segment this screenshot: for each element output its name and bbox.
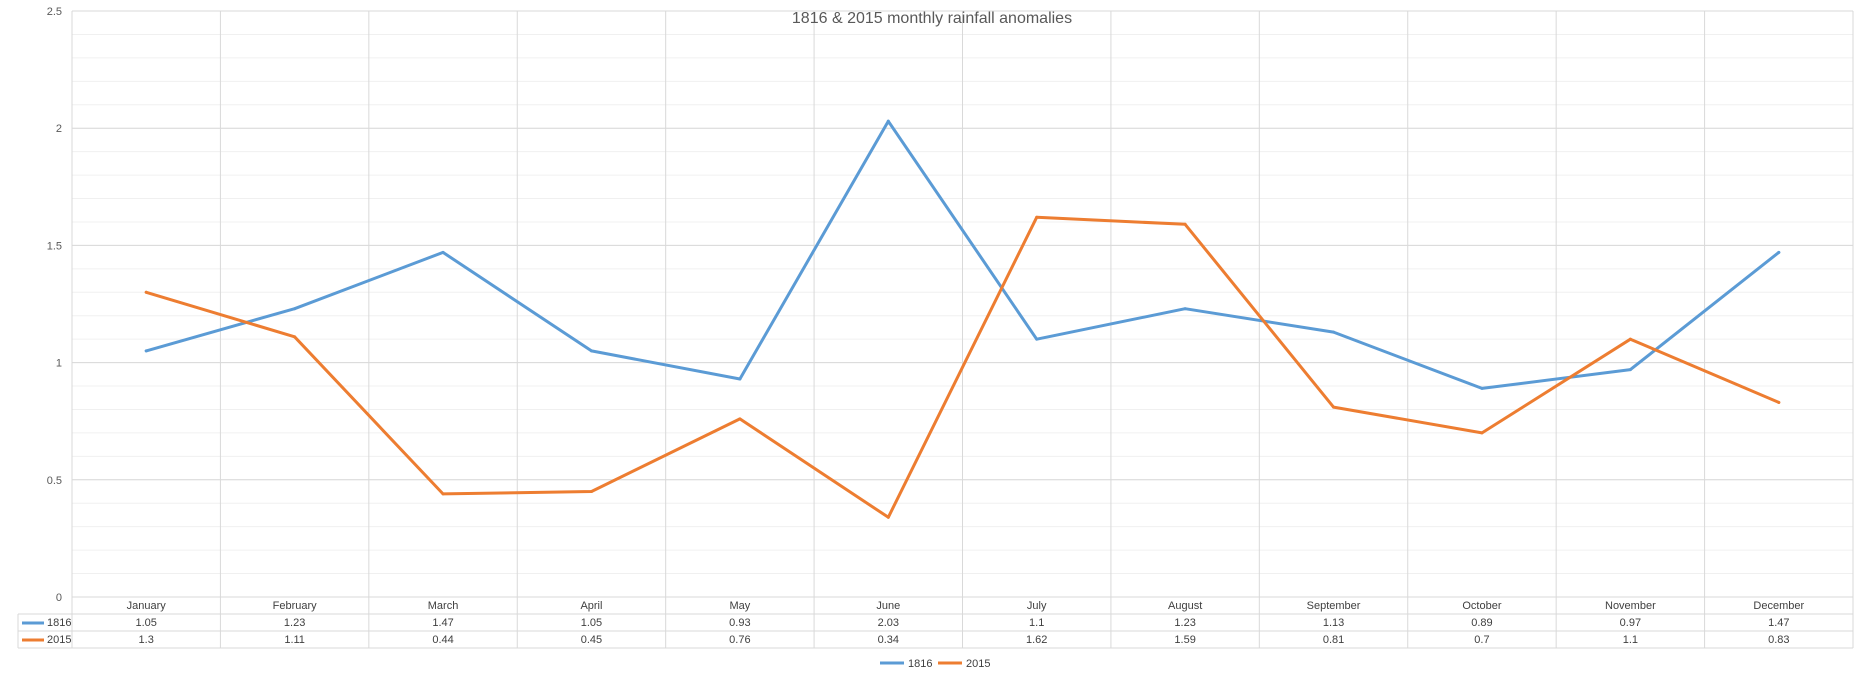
data-label: 0.76: [729, 634, 750, 646]
data-label: 1.47: [1768, 617, 1789, 629]
series-lines: [144, 119, 1781, 519]
data-point-2015: [886, 515, 890, 519]
data-label: 0.89: [1471, 617, 1492, 629]
data-point-1816: [1183, 307, 1187, 311]
data-point-1816: [589, 349, 593, 353]
data-point-2015: [1183, 222, 1187, 226]
data-point-1816: [1332, 330, 1336, 334]
data-point-2015: [293, 335, 297, 339]
data-label: 1.3: [139, 634, 154, 646]
data-label: 0.34: [878, 634, 899, 646]
x-tick-label: October: [1462, 600, 1501, 612]
data-point-2015: [441, 492, 445, 496]
data-point-2015: [1035, 215, 1039, 219]
data-point-2015: [738, 417, 742, 421]
data-point-1816: [1480, 386, 1484, 390]
x-tick-label: April: [580, 600, 602, 612]
data-label: 1.1: [1623, 634, 1638, 646]
x-tick-label: August: [1168, 600, 1202, 612]
data-label: 1.59: [1174, 634, 1195, 646]
data-point-1816: [293, 307, 297, 311]
series-line-1816: [144, 119, 1781, 390]
data-label: 1.23: [284, 617, 305, 629]
data-label: 2.03: [878, 617, 899, 629]
data-label: 1.11: [284, 634, 305, 646]
data-label: 1.05: [135, 617, 156, 629]
data-point-1816: [1777, 250, 1781, 254]
data-table: January February March April May June July Augu…: [17, 596, 1854, 649]
data-point-1816: [441, 250, 445, 254]
x-tick-label: May: [729, 600, 750, 612]
x-tick-label: September: [1307, 600, 1361, 612]
data-point-1816: [1035, 337, 1039, 341]
data-point-1816: [144, 349, 148, 353]
x-tick-label: June: [876, 600, 900, 612]
data-label: 0.44: [432, 634, 453, 646]
data-point-2015: [1628, 337, 1632, 341]
legend-label: 1816: [908, 658, 932, 670]
x-tick-label: July: [1027, 600, 1047, 612]
legend: 1816 2015: [880, 658, 990, 670]
data-label: 0.83: [1768, 634, 1789, 646]
data-label: 0.7: [1474, 634, 1489, 646]
y-tick-label: 1.5: [47, 240, 62, 252]
y-tick-label: 2.5: [47, 6, 62, 18]
data-point-1816: [1628, 368, 1632, 372]
data-point-1816: [886, 119, 890, 123]
table-series-name: 1816: [47, 617, 71, 629]
data-label: 1.13: [1323, 617, 1344, 629]
table-series-name: 2015: [47, 634, 71, 646]
data-label: 1.05: [581, 617, 602, 629]
data-point-1816: [738, 377, 742, 381]
data-point-2015: [1332, 405, 1336, 409]
data-label: 1.62: [1026, 634, 1047, 646]
y-tick-label: 2: [56, 123, 62, 135]
x-tick-label: March: [428, 600, 459, 612]
data-label: 0.45: [581, 634, 602, 646]
legend-label: 2015: [966, 658, 990, 670]
x-tick-label: February: [273, 600, 318, 612]
data-point-2015: [1480, 431, 1484, 435]
chart-title: 1816 & 2015 monthly rainfall anomalies: [792, 10, 1072, 27]
series-line-2015: [144, 215, 1781, 519]
x-tick-label: December: [1753, 600, 1804, 612]
data-label: 0.97: [1620, 617, 1641, 629]
y-tick-label: 0: [56, 592, 62, 604]
data-label: 1.1: [1029, 617, 1044, 629]
data-label: 1.47: [432, 617, 453, 629]
data-label: 1.23: [1174, 617, 1195, 629]
y-axis-ticks: 0 0.5 1 1.5 2 2.5: [47, 6, 62, 604]
data-label: 0.81: [1323, 634, 1344, 646]
data-point-2015: [589, 490, 593, 494]
data-point-2015: [144, 290, 148, 294]
data-label: 0.93: [729, 617, 750, 629]
y-tick-label: 0.5: [47, 475, 62, 487]
x-tick-label: November: [1605, 600, 1656, 612]
y-tick-label: 1: [56, 358, 62, 370]
x-tick-label: January: [127, 600, 167, 612]
data-point-2015: [1777, 400, 1781, 404]
